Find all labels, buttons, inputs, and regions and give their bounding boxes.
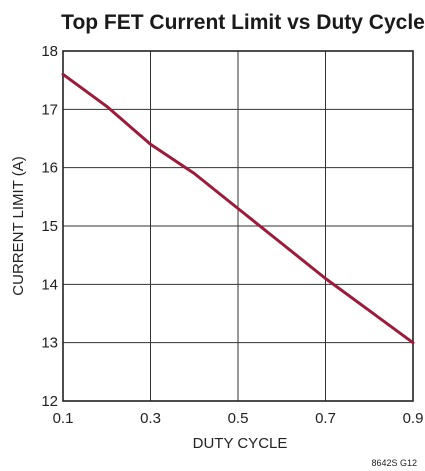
x-axis-label: DUTY CYCLE — [193, 435, 288, 452]
x-tick-label: 0.9 — [403, 410, 424, 427]
series-line — [61, 72, 415, 345]
y-tick-label: 15 — [41, 218, 58, 235]
figure-id: 8642S G12 — [371, 458, 417, 468]
y-tick-label: 14 — [41, 276, 58, 293]
y-tick-label: 16 — [41, 160, 58, 177]
y-tick-label: 18 — [41, 43, 58, 60]
x-tick-label: 0.5 — [228, 410, 249, 427]
x-tick-label: 0.3 — [140, 410, 161, 427]
x-tick-labels: 0.1 0.3 0.5 0.7 0.9 — [53, 410, 424, 427]
grid — [62, 50, 414, 402]
y-tick-label: 13 — [41, 335, 58, 352]
x-tick-label: 0.1 — [53, 410, 74, 427]
y-tick-label: 12 — [41, 393, 58, 410]
y-tick-labels: 12 13 14 15 16 17 18 — [41, 43, 58, 410]
series-layer — [61, 72, 415, 345]
x-tick-label: 0.7 — [315, 410, 336, 427]
chart-title: Top FET Current Limit vs Duty Cycle — [61, 11, 425, 34]
y-tick-label: 17 — [41, 101, 58, 118]
plot-frame — [62, 50, 414, 402]
y-axis-label: CURRENT LIMIT (A) — [10, 156, 27, 295]
